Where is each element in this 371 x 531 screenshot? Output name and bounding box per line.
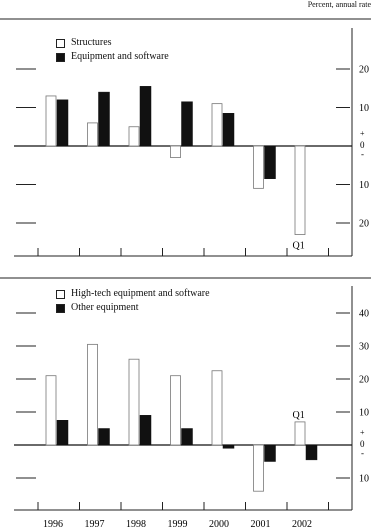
y-tick-label: 10 (359, 474, 369, 485)
y-tick-label: 20 (359, 65, 369, 76)
y-tick-label: 10 (359, 408, 369, 419)
legend-label-other-equipment: Other equipment (71, 302, 139, 313)
bar-other-equipment-2001 (264, 444, 276, 462)
legend-swatch-high-tech (56, 289, 65, 299)
x-tick-label: 2000 (209, 519, 229, 530)
x-tick-label: 1999 (168, 519, 188, 530)
sign-label-minus: - (361, 448, 364, 458)
bar-high-tech-equipment-and-software-1999 (170, 375, 181, 446)
bar-structures-2001 (253, 145, 264, 189)
legend-swatch-structures (56, 38, 65, 48)
legend-top: Structures Equipment and software (56, 36, 169, 64)
y-tick-label: 20 (359, 375, 369, 386)
bar-equipment-and-software-1996 (56, 99, 69, 147)
x-tick-label: 2002 (292, 519, 312, 530)
bar-structures-1997 (87, 122, 98, 147)
bar-other-equipment-1997 (98, 428, 110, 446)
legend-label-structures: Structures (71, 37, 112, 48)
bar-other-equipment-2000 (222, 444, 235, 449)
unit-note: Percent, annual rate (307, 0, 371, 9)
legend-item-high-tech: High-tech equipment and software (56, 287, 210, 301)
sign-label-zero: 0 (360, 140, 365, 150)
x-tick-label: 1998 (126, 519, 146, 530)
bar-equipment-and-software-2000 (222, 113, 235, 147)
legend-swatch-equipment-software (56, 52, 65, 62)
legend-swatch-other-equipment (56, 303, 65, 313)
bar-equipment-and-software-1999 (181, 101, 193, 147)
bar-structures-2002 (294, 145, 306, 235)
legend-item-equipment-software: Equipment and software (56, 50, 169, 64)
bar-structures-2000 (211, 103, 223, 147)
y-tick-label: 40 (359, 309, 369, 320)
bar-structures-1996 (45, 95, 57, 147)
y-tick-label: 10 (359, 103, 369, 114)
sign-label-plus: + (360, 428, 365, 437)
q1-annotation: Q1 (293, 410, 305, 421)
q1-annotation: Q1 (293, 241, 305, 252)
legend-label-high-tech: High-tech equipment and software (71, 288, 210, 299)
bar-structures-1999 (170, 145, 181, 158)
sign-label-minus: - (361, 149, 364, 159)
bar-structures-1998 (128, 126, 140, 147)
bar-high-tech-equipment-and-software-2000 (211, 370, 223, 446)
bar-other-equipment-2002 (305, 444, 318, 461)
legend-item-structures: Structures (56, 36, 169, 50)
bar-high-tech-equipment-and-software-1996 (45, 375, 57, 446)
bar-other-equipment-1998 (139, 415, 152, 446)
x-tick-label: 1996 (43, 519, 63, 530)
x-tick-label: 1997 (85, 519, 105, 530)
legend-bottom: High-tech equipment and software Other e… (56, 287, 210, 315)
bar-other-equipment-1996 (56, 420, 69, 446)
bar-equipment-and-software-1998 (139, 86, 152, 147)
bar-high-tech-equipment-and-software-2001 (253, 444, 264, 492)
y-tick-label: 30 (359, 342, 369, 353)
x-tick-label: 2001 (251, 519, 271, 530)
bar-high-tech-equipment-and-software-1997 (87, 343, 98, 446)
bar-high-tech-equipment-and-software-2002 (294, 421, 306, 446)
bar-equipment-and-software-1997 (98, 91, 110, 147)
y-tick-label: 10 (359, 180, 369, 191)
bar-other-equipment-1999 (181, 428, 193, 446)
y-tick-label: 20 (359, 219, 369, 230)
legend-label-equipment-software: Equipment and software (71, 51, 169, 62)
bar-high-tech-equipment-and-software-1998 (128, 358, 140, 446)
sign-label-zero: 0 (360, 439, 365, 449)
sign-label-plus: + (360, 129, 365, 138)
bar-equipment-and-software-2001 (264, 145, 276, 179)
legend-item-other-equipment: Other equipment (56, 301, 210, 315)
